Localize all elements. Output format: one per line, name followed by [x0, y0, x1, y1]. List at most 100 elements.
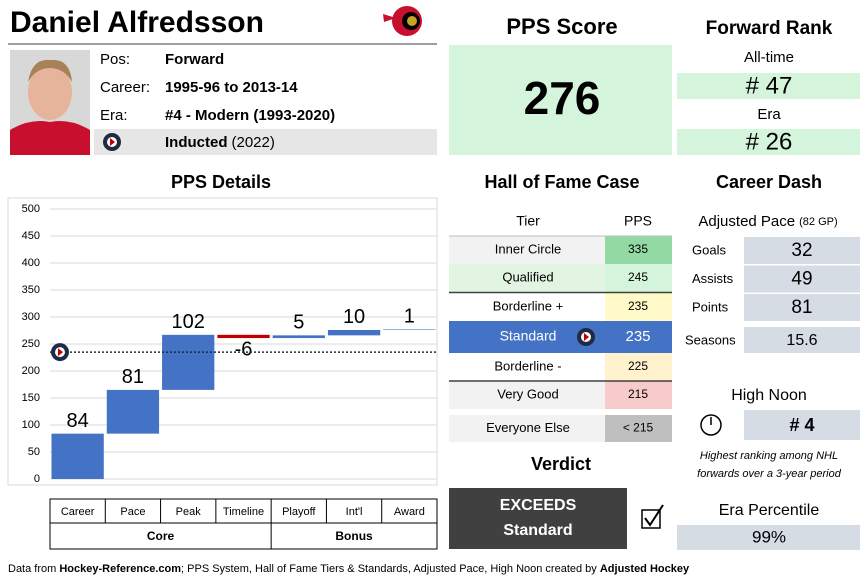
- tier-pps: 335: [628, 242, 648, 256]
- high-noon-value: # 4: [789, 415, 814, 435]
- pps-cell: [605, 415, 672, 442]
- x-tick-label: Timeline: [223, 506, 264, 518]
- data-label: 81: [122, 366, 144, 388]
- induction-year: (2022): [232, 134, 275, 151]
- verdict-text: Standard: [503, 522, 572, 539]
- tier-pps: 225: [628, 359, 648, 373]
- bar: [106, 389, 160, 434]
- y-tick-label: 250: [22, 338, 40, 350]
- rank-box: [677, 73, 860, 99]
- rank-label: Era: [757, 106, 781, 123]
- checkbox: [641, 509, 661, 529]
- tier-name: Borderline -: [494, 358, 561, 373]
- y-tick-label: 300: [22, 311, 40, 323]
- score-box: [449, 45, 672, 155]
- info-label: Era:: [100, 107, 128, 124]
- tier-name: Everyone Else: [486, 420, 570, 435]
- stat-box: [744, 265, 860, 293]
- tier-cell: [449, 353, 605, 381]
- table-header: Tier: [516, 213, 540, 229]
- verdict-box: [449, 488, 627, 549]
- pps-cell: [605, 381, 672, 409]
- stat-label: Seasons: [685, 332, 736, 347]
- info-value: 1995-96 to 2013-14: [165, 79, 298, 96]
- stat-value: 81: [791, 297, 812, 318]
- pace-label: Adjusted Pace (82 GP): [698, 213, 837, 230]
- section-title: Career Dash: [716, 172, 822, 192]
- section-title: Hall of Fame Case: [484, 172, 639, 192]
- checkmark: [644, 504, 664, 527]
- hhof-icon: [103, 133, 121, 151]
- footer-text: ; PPS System, Hall of Fame Tiers & Stand…: [181, 563, 600, 575]
- footer: Data from Hockey-Reference.com; PPS Syst…: [8, 563, 690, 575]
- x-tick-label: Peak: [176, 506, 202, 518]
- y-tick-label: 450: [22, 230, 40, 242]
- icon-flame: [58, 348, 63, 357]
- data-label: 84: [67, 410, 89, 432]
- percentile-value: 99%: [752, 527, 786, 546]
- rank-box: [744, 410, 860, 440]
- y-tick-label: 50: [28, 446, 40, 458]
- stat-label: Assists: [692, 271, 734, 286]
- x-tick-label: Int'l: [346, 506, 363, 518]
- tier-pps: 235: [625, 328, 650, 345]
- data-label: 10: [343, 306, 365, 328]
- pps-cell: [605, 293, 672, 321]
- stat-label: Points: [692, 299, 729, 314]
- bar: [383, 329, 436, 330]
- x-tick-label: Career: [61, 506, 95, 518]
- tier-cell: [449, 415, 605, 442]
- y-tick-label: 500: [22, 203, 40, 215]
- pps-cell: [605, 264, 672, 292]
- percentile-box: [677, 525, 860, 550]
- pps-cell: [605, 236, 672, 264]
- footer-text: Data from: [8, 563, 59, 575]
- inducted-row: [94, 129, 437, 155]
- data-label: 5: [293, 312, 304, 334]
- category-table: [49, 498, 438, 550]
- tier-pps: 245: [628, 270, 648, 284]
- tier-cell: [449, 264, 605, 292]
- stat-value: 32: [791, 240, 812, 261]
- info-label: Career:: [100, 79, 150, 96]
- team-logo: [383, 6, 422, 36]
- tier-name: Borderline +: [493, 298, 563, 313]
- bar: [217, 334, 270, 339]
- verdict-text: EXCEEDS: [500, 497, 577, 514]
- tier-name: Inner Circle: [495, 241, 561, 256]
- stat-box: [744, 294, 860, 321]
- pace-title: Adjusted Pace: [698, 213, 795, 230]
- stat-box: [744, 327, 860, 353]
- tier-cell: [449, 236, 605, 264]
- tier-name: Very Good: [497, 386, 558, 401]
- high-noon-note: Highest ranking among NHL: [700, 450, 838, 462]
- section-title: PPS Score: [506, 14, 617, 39]
- tier-cell: [449, 381, 605, 409]
- section-title: Era Percentile: [719, 502, 820, 519]
- pps-cell: [605, 321, 672, 353]
- pps-score: 276: [524, 72, 601, 124]
- data-label: -6: [235, 338, 253, 360]
- info-value: #4 - Modern (1993-2020): [165, 107, 335, 124]
- tier-pps: 235: [628, 299, 648, 313]
- stat-label: Goals: [692, 242, 726, 257]
- chart-frame: [7, 197, 438, 486]
- y-tick-label: 150: [22, 392, 40, 404]
- pace-note: (82 GP): [799, 216, 838, 228]
- section-title: Verdict: [531, 454, 591, 474]
- y-tick-label: 400: [22, 257, 40, 269]
- rank-value: # 47: [746, 72, 793, 99]
- section-title: High Noon: [731, 387, 807, 404]
- inducted: Inducted (2022): [165, 134, 275, 151]
- tier-pps: 215: [628, 387, 648, 401]
- y-tick-label: 0: [34, 473, 40, 485]
- bar: [327, 329, 381, 336]
- stat-value: 15.6: [786, 332, 817, 349]
- x-tick-label: Pace: [120, 506, 145, 518]
- footer-creator: Adjusted Hockey: [600, 563, 690, 575]
- bar: [162, 334, 215, 390]
- data-label: 102: [172, 311, 205, 333]
- x-tick-label: Award: [394, 506, 425, 518]
- icon-flame: [110, 138, 115, 146]
